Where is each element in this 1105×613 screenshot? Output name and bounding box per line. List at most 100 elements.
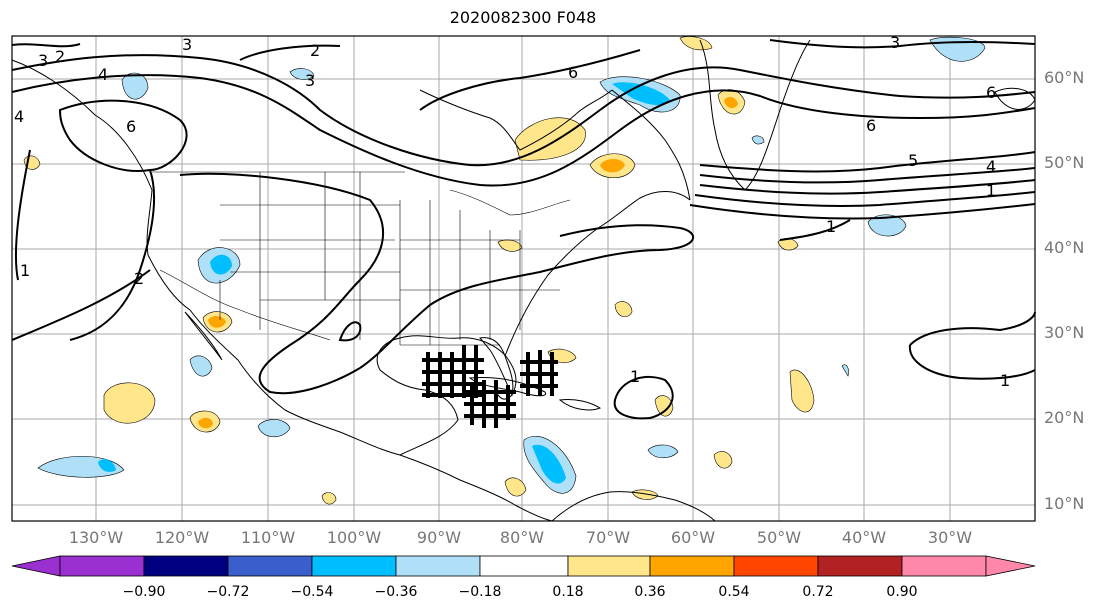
contour-label: 1 [20,261,30,280]
warm-patch [614,301,633,318]
colorbar-tick-label: −0.54 [290,584,334,600]
south-america-north [551,491,716,522]
contour-label: 6 [126,117,136,136]
contour-label: 3 [890,33,900,52]
warm-patch [514,117,586,161]
warm-core [208,316,226,328]
canada-hudson [419,89,613,151]
map-frame [11,35,1036,522]
labrador [611,89,691,201]
cool-patch [289,68,315,80]
lat-label: 30°N [1044,323,1085,342]
warm-patch [713,451,733,469]
map-background [12,36,1035,521]
colorbar-tick-label: 0.36 [634,584,666,600]
contour-label: 3 [305,71,315,90]
lat-label: 50°N [1044,153,1085,172]
lon-label: 30°W [927,528,973,547]
contour-label: 4 [986,157,996,176]
lat-label: 40°N [1044,238,1085,257]
baja-california [184,311,223,361]
cuba [468,377,547,397]
warm-patch [321,492,337,505]
colorbar-cell [479,555,569,577]
contour-labels: 3 2 3 2 3 4 6 6 3 6 6 5 4 1 1 1 2 1 1 4 [14,33,1010,390]
warm-patch [789,369,815,413]
lat-label: 10°N [1044,494,1085,513]
cool-patch [121,72,149,100]
warm-patch [504,477,527,497]
colorbar-tick-label: 0.54 [718,584,750,600]
cool-patch [257,419,291,438]
lon-label: 60°W [670,528,716,547]
contour-label: 1 [630,367,640,386]
colorbar-tick-label: −0.18 [458,584,502,600]
contour-label: 4 [14,107,24,126]
east-coast [504,191,691,357]
warm-patch [103,382,156,424]
contour-label: 2 [134,269,144,288]
contour-label: 1 [826,217,836,236]
lon-label: 110°W [240,528,296,547]
contour-label: 1 [986,181,996,200]
cool-core [612,82,670,106]
cool-core [210,254,232,275]
colorbar-tick-label: −0.36 [374,584,418,600]
colorbar-tick-label: −0.72 [206,584,250,600]
colorbar-cell [567,555,651,577]
cool-patch [189,355,213,377]
cool-patch [647,444,679,459]
colorbar-cell [649,555,735,577]
colorbar-cell [985,555,1036,577]
colorbar-cell [733,555,819,577]
lon-label: 90°W [416,528,462,547]
central-america [399,454,553,522]
contour-label: 4 [98,65,108,84]
contour-label: 6 [986,83,996,102]
lon-label: 120°W [154,528,210,547]
warm-patch [547,348,577,364]
warm-core [600,159,625,173]
lon-label: 40°W [841,528,887,547]
lon-label: 80°W [499,528,545,547]
colorbar-cell [311,555,397,577]
colorbar-cell [901,555,987,577]
contour-label: 6 [866,116,876,135]
lon-label: 70°W [585,528,631,547]
colorbar-cell [395,555,481,577]
colorbar-tick-label: 0.72 [802,584,834,600]
map-title: 2020082300 F048 [449,8,597,27]
colorbar [11,555,1036,577]
cool-core [532,444,566,484]
colorbar-cell [227,555,313,577]
lon-label: 130°W [68,528,124,547]
contour-label: 2 [310,41,320,60]
lat-label: 20°N [1044,408,1085,427]
contour-label: 2 [55,47,65,66]
graticule [12,36,1035,521]
contour-label: 1 [1000,371,1010,390]
lon-label: 50°W [756,528,802,547]
cool-patch [841,364,849,377]
colorbar-tick-label: 0.18 [552,584,584,600]
colorbar-cell [11,555,61,577]
state-borders [152,171,571,346]
warm-patch [654,395,674,417]
contour-label: 3 [38,51,48,70]
hispaniola [558,399,602,411]
north-america-west-coast [11,59,401,456]
colorbar-cell [59,555,145,577]
cool-patch [751,135,765,145]
cool-patch [867,214,907,237]
warm-core [724,96,738,109]
contour-label: 5 [908,151,918,170]
colorbar-tick-label: 0.90 [886,584,918,600]
contour-label: 3 [182,35,192,54]
lon-label: 100°W [326,528,382,547]
lat-label: 60°N [1044,68,1085,87]
colorbar-tick-label: −0.90 [122,584,166,600]
cool-core [98,459,116,472]
hatch-markers [422,345,558,428]
florida [479,337,514,397]
